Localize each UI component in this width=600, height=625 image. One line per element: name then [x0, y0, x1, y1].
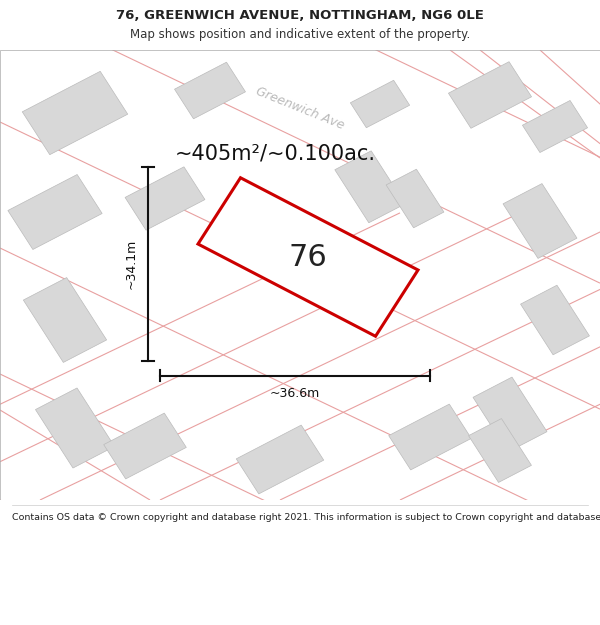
Text: ~34.1m: ~34.1m [125, 239, 138, 289]
Text: ~405m²/~0.100ac.: ~405m²/~0.100ac. [175, 144, 376, 164]
Text: ~36.6m: ~36.6m [270, 387, 320, 399]
Polygon shape [8, 174, 102, 249]
Polygon shape [523, 101, 587, 152]
Polygon shape [503, 184, 577, 258]
Polygon shape [448, 62, 532, 128]
Polygon shape [521, 285, 589, 355]
Polygon shape [175, 62, 245, 119]
Polygon shape [469, 419, 532, 482]
Text: 76, GREENWICH AVENUE, NOTTINGHAM, NG6 0LE: 76, GREENWICH AVENUE, NOTTINGHAM, NG6 0L… [116, 9, 484, 22]
Text: 76: 76 [289, 242, 328, 271]
Polygon shape [350, 80, 410, 128]
Polygon shape [386, 169, 444, 228]
Polygon shape [335, 151, 405, 222]
Polygon shape [23, 278, 107, 362]
Polygon shape [125, 167, 205, 230]
Text: Greenwich Ave: Greenwich Ave [254, 85, 346, 132]
Polygon shape [198, 177, 418, 336]
Text: Contains OS data © Crown copyright and database right 2021. This information is : Contains OS data © Crown copyright and d… [12, 512, 600, 521]
Polygon shape [236, 425, 324, 494]
Polygon shape [473, 377, 547, 452]
Polygon shape [389, 404, 472, 470]
Polygon shape [22, 71, 128, 154]
Polygon shape [104, 413, 187, 479]
Polygon shape [35, 388, 115, 468]
Text: Map shows position and indicative extent of the property.: Map shows position and indicative extent… [130, 28, 470, 41]
